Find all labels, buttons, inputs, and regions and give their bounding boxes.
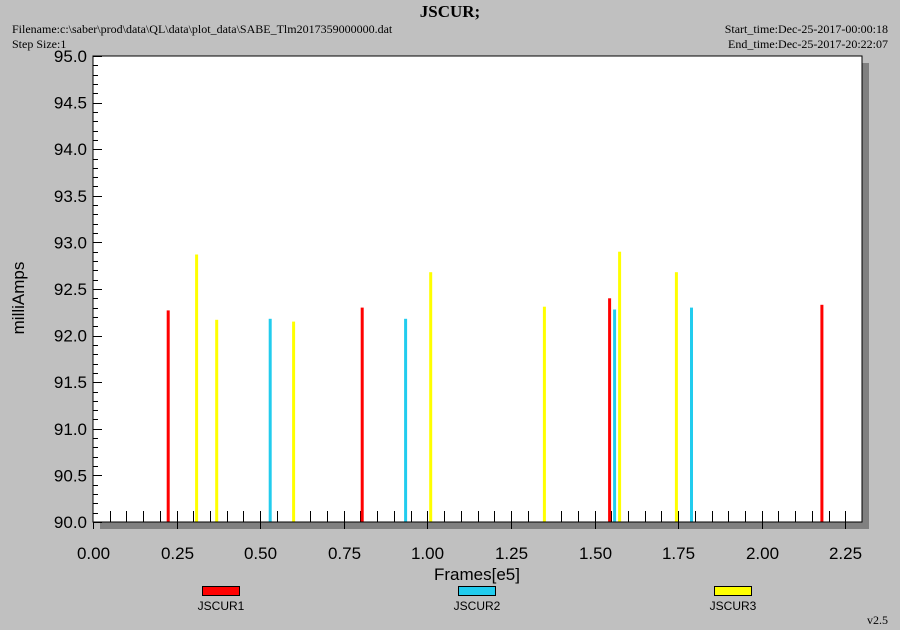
- legend-item-jscur1: JSCUR1: [181, 586, 261, 613]
- legend-swatch-jscur1: [202, 586, 240, 596]
- bar-jscur3: [618, 251, 622, 522]
- bar-jscur3: [215, 319, 219, 522]
- x-tick-label: 1.00: [411, 544, 444, 563]
- plot-area: [92, 55, 863, 523]
- bar-jscur2: [690, 307, 693, 522]
- legend-item-jscur2: JSCUR2: [437, 586, 517, 613]
- chart-title: JSCUR;: [419, 2, 481, 21]
- bar-jscur1: [820, 304, 824, 522]
- y-tick-label: 94.0: [54, 140, 87, 159]
- version-label: v2.5: [867, 613, 888, 627]
- bar-jscur3: [292, 321, 296, 522]
- x-tick-label: 0.25: [161, 544, 194, 563]
- bar-jscur2: [613, 309, 617, 522]
- y-tick-label: 91.5: [54, 373, 87, 392]
- x-tick-label: 0.00: [77, 544, 110, 563]
- x-tick-label: 0.75: [328, 544, 361, 563]
- bar-jscur3: [195, 254, 199, 522]
- y-tick-label: 95.0: [54, 47, 87, 66]
- x-tick-label: 2.00: [746, 544, 779, 563]
- y-tick-label: 90.5: [54, 466, 87, 485]
- bar-jscur3: [542, 306, 546, 522]
- legend-item-jscur3: JSCUR3: [693, 586, 773, 613]
- data-bars: [166, 251, 824, 522]
- x-tick-label: 0.50: [244, 544, 277, 563]
- bar-jscur2: [268, 318, 272, 522]
- y-tick-label: 92.0: [54, 327, 87, 346]
- start-time-label: Start_time:Dec-25-2017-00:00:18: [724, 22, 888, 36]
- x-tick-label: 1.25: [495, 544, 528, 563]
- bar-jscur3: [674, 272, 678, 522]
- bar-jscur1: [608, 298, 612, 522]
- bar-jscur3: [429, 272, 433, 522]
- legend-swatch-jscur3: [714, 586, 752, 596]
- bar-jscur1: [166, 310, 170, 522]
- frame-tick-marks: [110, 511, 846, 522]
- y-tick-label: 94.5: [54, 94, 87, 113]
- x-axis-label: Frames[e5]: [434, 565, 520, 584]
- x-tick-label: 1.50: [579, 544, 612, 563]
- bar-jscur2: [404, 318, 408, 522]
- y-tick-label: 93.5: [54, 187, 87, 206]
- x-tick-label: 2.25: [829, 544, 862, 563]
- step-size-label: Step Size:1: [12, 37, 67, 51]
- legend-label-jscur3: JSCUR3: [709, 599, 757, 613]
- x-axis: 0.00 0.25 0.50 0.75 1.00 1.25 1.50 1.75 2.00 2.25: [77, 521, 862, 563]
- y-tick-label: 91.0: [54, 420, 87, 439]
- x-tick-label: 1.75: [662, 544, 695, 563]
- end-time-label: End_time:Dec-25-2017-20:22:07: [728, 37, 888, 51]
- legend-label-jscur2: JSCUR2: [453, 599, 501, 613]
- y-axis-label: milliAmps: [9, 262, 28, 335]
- legend-swatch-jscur2: [458, 586, 496, 596]
- bar-jscur1: [360, 307, 364, 522]
- y-axis: 90.0 90.5 91.0 91.5 92.0 92.5 93.0 93.5 94.0 94.5…: [54, 47, 102, 532]
- filename-label: Filename:c:\saber\prod\data\QL\data\plot…: [12, 22, 393, 36]
- y-tick-label: 93.0: [54, 233, 87, 252]
- legend-label-jscur1: JSCUR1: [197, 599, 245, 613]
- y-tick-label: 92.5: [54, 280, 87, 299]
- y-tick-label: 90.0: [54, 513, 87, 532]
